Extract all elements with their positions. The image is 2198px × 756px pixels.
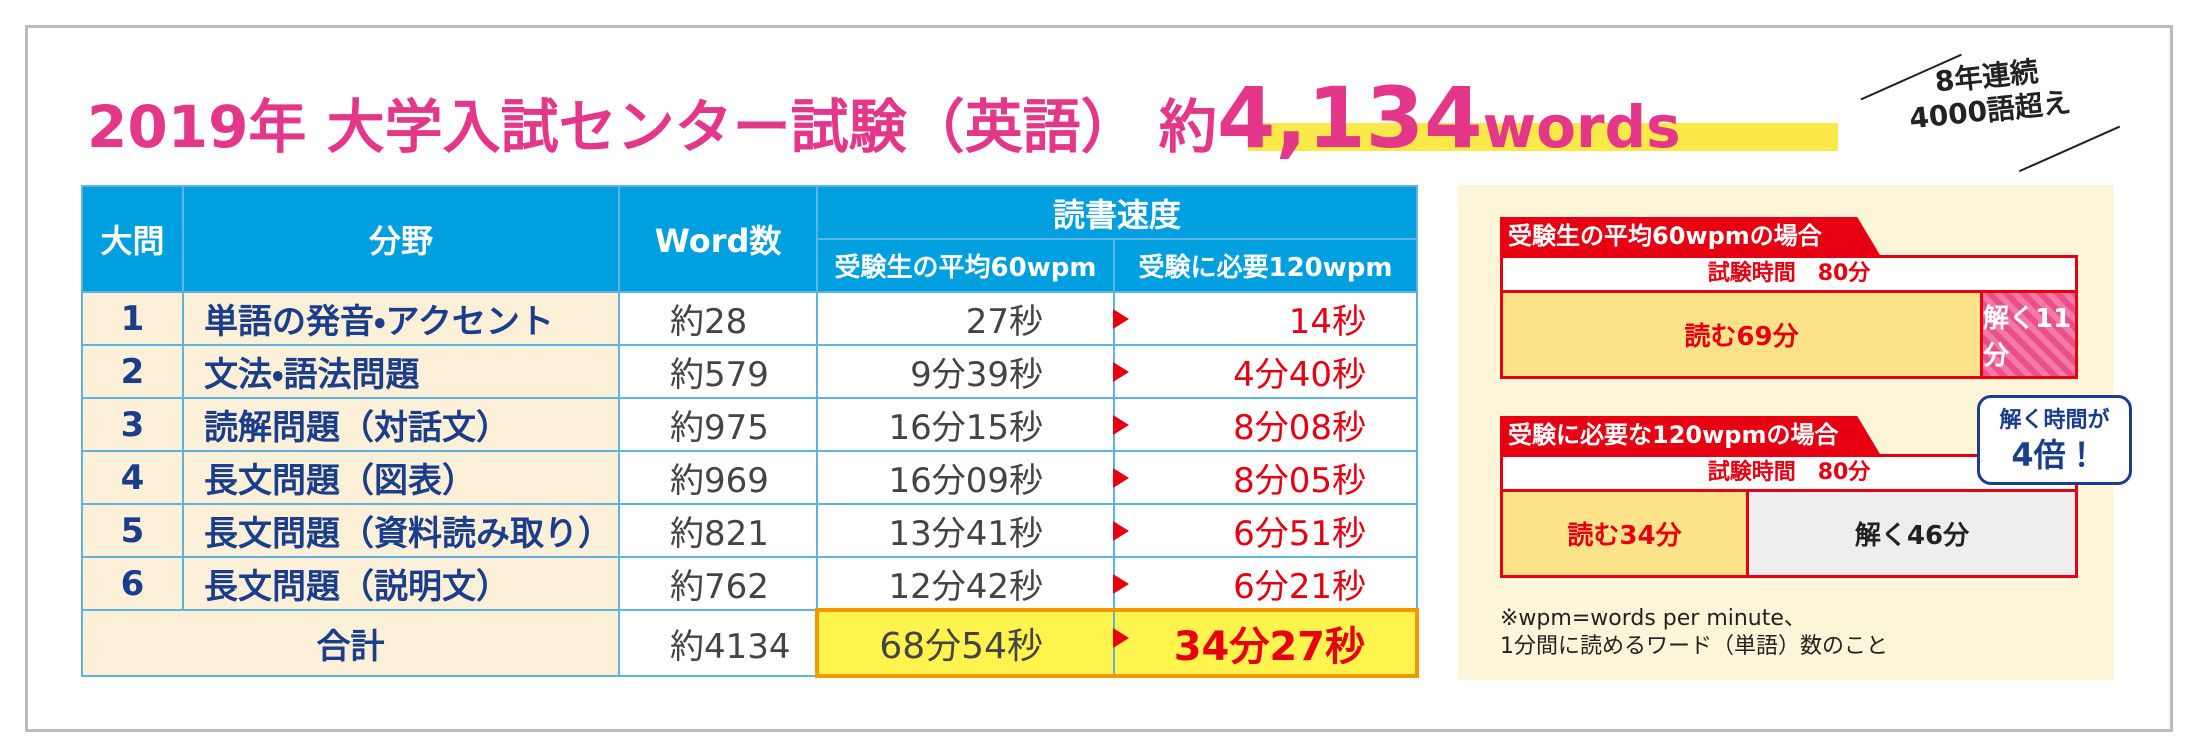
table-cell: 長文問題（資料読み取り） [182,503,620,558]
table-row: 3 読解問題（対話文） 約975 16分15秒 8分08秒 [81,397,1419,452]
title-unit: words [1482,93,1681,161]
table-cell: 6分21秒 [1112,556,1419,611]
table-cell: 約28 [618,291,818,346]
table-cell: 5 [81,503,184,558]
solve-part: 解く11分 [1980,293,2075,376]
table-cell: 4分40秒 [1112,344,1419,399]
title-number: 4,134 [1216,69,1483,167]
box-title: 受験生の平均60wpmの場合 [1500,217,1880,255]
total-cell: 34分27秒 [1112,608,1420,678]
table-cell: 3 [81,397,184,452]
table-cell: 14秒 [1112,291,1419,346]
table-row: 5 長文問題（資料読み取り） 約821 13分41秒 6分51秒 [81,503,1419,558]
read-part: 読む69分 [1503,293,1980,376]
highlight [1248,123,1838,151]
header-cell: 分野 [182,185,620,293]
table-row: 4 長文問題（図表） 約969 16分09秒 8分05秒 [81,450,1419,505]
table-cell: 8分05秒 [1112,450,1419,505]
table-cell: 6 [81,556,184,611]
table-cell: 文法・語法問題 [182,344,620,399]
table-row: 1 単語の発音・アクセント 約28 27秒 14秒 [81,291,1419,346]
table-cell: 8分08秒 [1112,397,1419,452]
box-time: 試験時間 80分 [1503,258,2075,293]
header-cell: Word数 [618,185,818,293]
title-text: 2019年 大学入試センター試験（英語） [87,93,1139,161]
note: ※wpm=words per minute、 1分間に読めるワード（単語）数のこと [1500,605,1888,661]
subheader-cell: 受験に必要120wpm [1112,238,1419,293]
table-body: 1 単語の発音・アクセント 約28 27秒 14秒 2 文法・語法問題 約579 9分39秒 4分… [81,291,1420,678]
table-cell: 2 [81,344,184,399]
table-head: 大問 分野 Word数 読書速度 受験生の平均60wpm 受験に必要120wpm [81,185,1419,293]
table-cell: 12分42秒 [816,556,1115,611]
table-cell: 単語の発音・アクセント [182,291,620,346]
table-cell: 16分09秒 [816,450,1115,505]
table-cell: 6分51秒 [1112,503,1419,558]
table-cell: 16分15秒 [816,397,1115,452]
table-row: 2 文法・語法問題 約579 9分39秒 4分40秒 [81,344,1419,399]
table-cell: 読解問題（対話文） [182,397,620,452]
header-row: 大問 分野 Word数 読書速度 [81,185,1419,293]
table-cell: 約762 [618,556,818,611]
note-line: 1分間に読めるワード（単語）数のこと [1500,634,1888,659]
table-cell: 約975 [618,397,818,452]
box-bar: 読む69分 解く11分 [1503,293,2075,376]
table-cell: 27秒 [816,291,1115,346]
callout-line: 解く時間が [1999,408,2110,433]
box: 試験時間 80分 読む69分 解く11分 [1500,255,2078,379]
table-cell: 約969 [618,450,818,505]
table-row: 6 長文問題（説明文） 約762 12分42秒 6分21秒 [81,556,1419,611]
read-part: 読む34分 [1503,492,1746,575]
table-cell: 約821 [618,503,818,558]
header-cell: 読書速度 [815,185,1419,240]
total-row: 合計 約4134 68分54秒 34分27秒 [81,608,1420,678]
table-cell: 長文問題（図表） [182,450,620,505]
table-cell: 長文問題（説明文） [182,556,620,611]
note-line: ※wpm=words per minute、 [1500,606,1806,631]
box-title: 受験に必要な120wpmの場合 [1500,416,1880,454]
table-cell: 13分41秒 [816,503,1115,558]
callout-emphasis: 4倍！ [2011,436,2098,474]
box-time: 試験時間 80分 [1503,457,2075,492]
title-prefix: 約 [1158,93,1217,161]
callout: 解く時間が 4倍！ [1977,395,2132,485]
title: 2019年 大学入試センター試験（英語） 約4,134words [87,76,1681,161]
table-cell: 4 [81,450,184,505]
subheader-cell: 受験生の平均60wpm [816,238,1115,293]
frame [25,25,2173,732]
solve-part: 解く46分 [1746,492,2075,575]
total-cell: 約4134 [618,609,818,677]
table-cell: 約579 [618,344,818,399]
total-cell: 68分54秒 [815,608,1115,678]
box-bar: 読む34分 解く46分 [1503,492,2075,575]
table: 大問 分野 Word数 読書速度 受験生の平均60wpm 受験に必要120wpm 1 単語… [81,185,1420,678]
header-cell: 大問 [81,185,184,293]
header-row: 受験生の平均60wpm 受験に必要120wpm [82,238,1419,293]
table-cell: 9分39秒 [816,344,1115,399]
table-cell: 1 [81,291,184,346]
total-label: 合計 [81,609,620,677]
